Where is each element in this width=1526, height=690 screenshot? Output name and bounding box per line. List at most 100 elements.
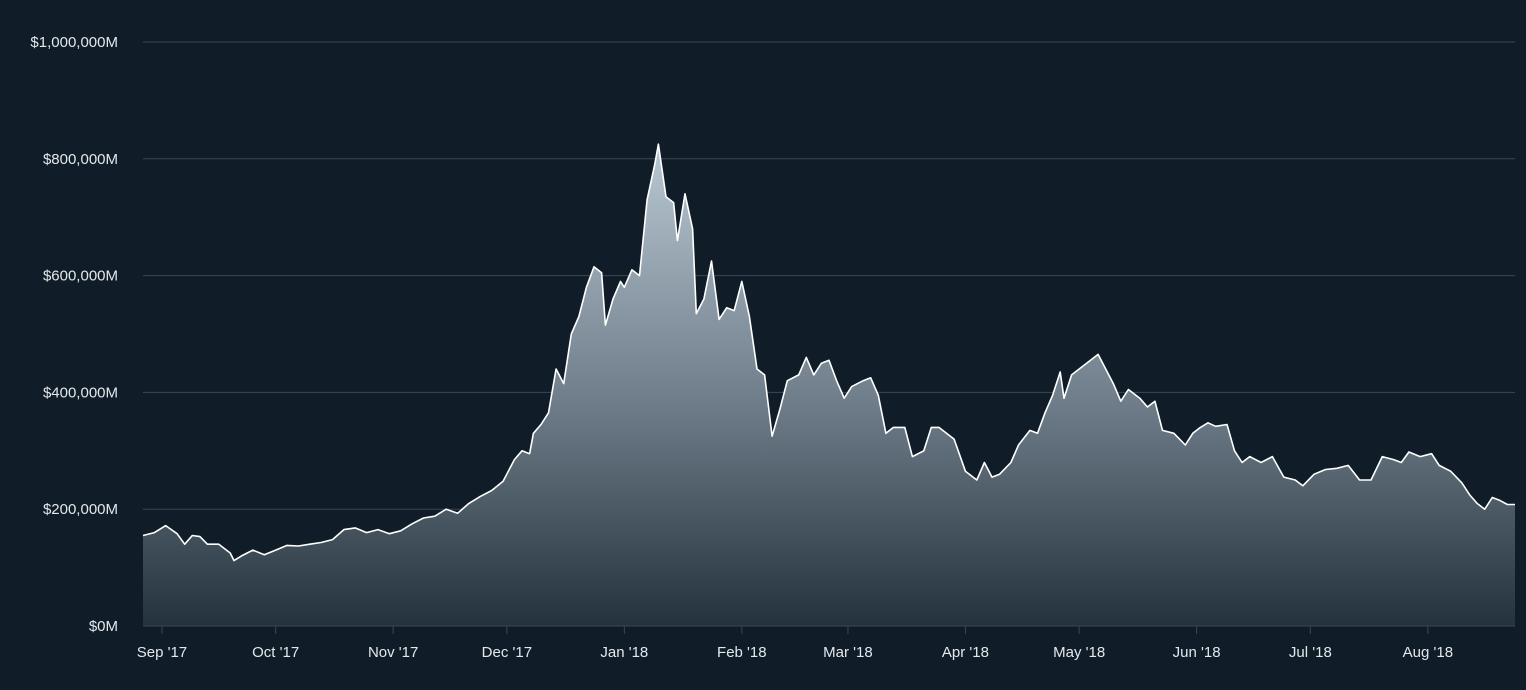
data-point xyxy=(623,286,625,288)
data-point xyxy=(218,543,220,545)
data-point xyxy=(1336,467,1338,469)
data-point xyxy=(332,539,334,541)
data-point xyxy=(445,508,447,510)
data-point xyxy=(275,549,277,551)
x-tick-label: Nov '17 xyxy=(368,644,418,661)
data-point xyxy=(434,515,436,517)
data-point xyxy=(930,426,932,428)
data-point xyxy=(297,545,299,547)
data-point xyxy=(1199,426,1201,428)
data-point xyxy=(1419,456,1421,458)
data-point xyxy=(870,377,872,379)
data-point xyxy=(1192,432,1194,434)
data-point xyxy=(1105,368,1107,370)
data-point xyxy=(1037,432,1039,434)
data-point xyxy=(620,280,622,282)
data-point xyxy=(639,275,641,277)
data-point xyxy=(1271,456,1273,458)
data-point xyxy=(400,530,402,532)
data-point xyxy=(1184,444,1186,446)
data-point xyxy=(529,453,531,455)
data-point xyxy=(726,307,728,309)
data-point xyxy=(657,143,659,145)
x-tick-label: Feb '18 xyxy=(717,644,767,661)
data-point xyxy=(388,533,390,535)
data-point xyxy=(1097,353,1099,355)
data-point xyxy=(1461,482,1463,484)
data-point xyxy=(1347,464,1349,466)
data-point xyxy=(233,560,235,562)
data-point xyxy=(1283,476,1285,478)
data-point xyxy=(953,438,955,440)
data-point xyxy=(411,523,413,525)
data-point xyxy=(1127,389,1129,391)
data-point xyxy=(585,286,587,288)
data-point xyxy=(1381,456,1383,458)
data-point xyxy=(176,533,178,535)
data-point xyxy=(654,164,656,166)
data-point xyxy=(1260,462,1262,464)
data-point xyxy=(1082,365,1084,367)
axes: $0M $200,000M $400,000M $600,000M $800,000M $… xyxy=(30,34,1515,661)
x-tick-label: Jun '18 xyxy=(1173,644,1221,661)
data-point xyxy=(798,374,800,376)
data-point xyxy=(612,298,614,300)
data-point xyxy=(491,490,493,492)
data-point xyxy=(165,525,167,527)
data-point xyxy=(286,544,288,546)
data-point xyxy=(695,313,697,315)
data-point xyxy=(191,535,193,537)
data-point xyxy=(252,549,254,551)
data-point xyxy=(593,266,595,268)
data-point xyxy=(703,298,705,300)
x-tick-label: May '18 xyxy=(1053,644,1105,661)
data-point xyxy=(820,362,822,364)
data-point xyxy=(142,535,144,537)
x-tick-label: Dec '17 xyxy=(482,644,532,661)
data-point xyxy=(1154,400,1156,402)
area-layer xyxy=(142,143,1516,626)
data-point xyxy=(1052,394,1054,396)
data-point xyxy=(1071,374,1073,376)
data-point xyxy=(813,374,815,376)
data-point xyxy=(241,555,243,557)
x-tick-label: Apr '18 xyxy=(942,644,989,661)
y-tick-label: $1,000,000M xyxy=(30,34,118,51)
data-point xyxy=(892,426,894,428)
series-line xyxy=(142,143,1515,562)
data-point xyxy=(877,394,879,396)
data-point xyxy=(1241,462,1243,464)
data-point xyxy=(548,412,550,414)
data-point xyxy=(983,462,985,464)
data-point xyxy=(904,426,906,428)
data-point xyxy=(229,552,231,554)
data-point xyxy=(1514,504,1516,506)
y-tick-label: $400,000M xyxy=(43,384,118,401)
data-point xyxy=(184,543,186,545)
data-point xyxy=(938,426,940,428)
data-point xyxy=(885,432,887,434)
data-point xyxy=(206,543,208,545)
series-area xyxy=(143,144,1515,626)
data-point xyxy=(1234,450,1236,452)
data-point xyxy=(540,424,542,426)
data-point xyxy=(631,269,633,271)
data-point xyxy=(263,554,265,556)
data-point xyxy=(1393,459,1395,461)
data-point xyxy=(764,374,766,376)
y-tick-label: $600,000M xyxy=(43,268,118,285)
data-point xyxy=(1438,464,1440,466)
data-point xyxy=(1484,508,1486,510)
data-point xyxy=(1018,444,1020,446)
data-point xyxy=(843,397,845,399)
data-point xyxy=(771,435,773,437)
x-tick-label: Jan '18 xyxy=(600,644,648,661)
data-point xyxy=(423,517,425,519)
data-point xyxy=(1173,432,1175,434)
data-point xyxy=(1044,412,1046,414)
data-point xyxy=(673,202,675,204)
data-point xyxy=(1215,425,1217,427)
data-point xyxy=(684,193,686,195)
data-point xyxy=(1506,504,1508,506)
data-point xyxy=(153,532,155,534)
